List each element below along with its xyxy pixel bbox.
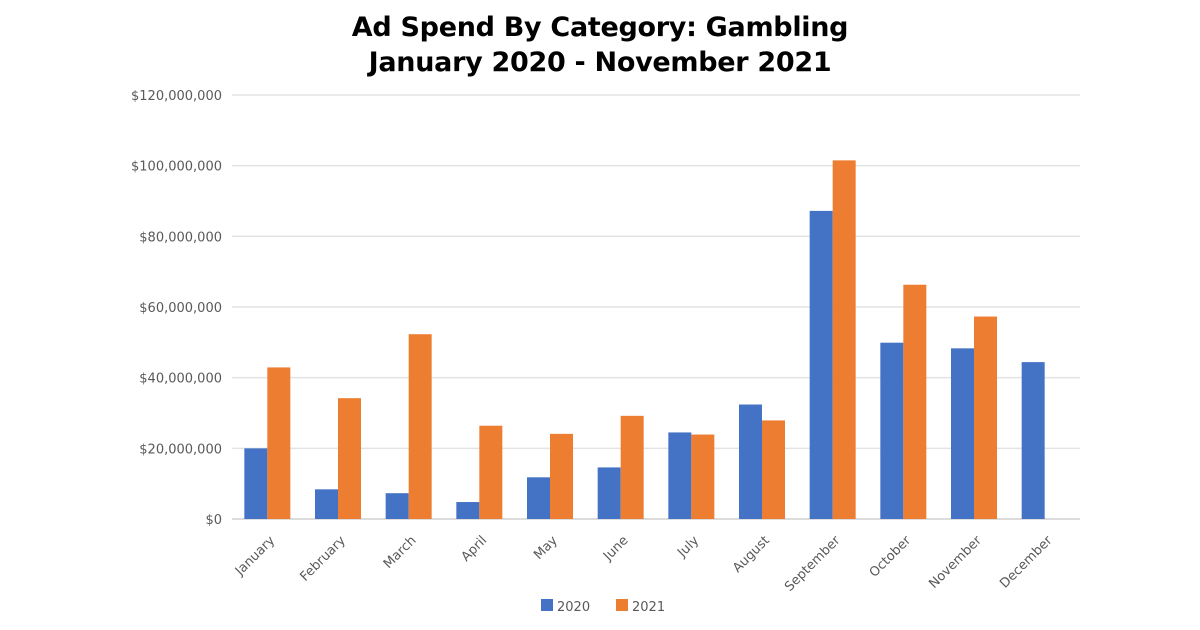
bar-2021-july xyxy=(691,434,715,519)
bar-2020-february xyxy=(315,489,338,519)
chart-title: Ad Spend By Category: Gambling xyxy=(351,12,849,43)
x-tick-label: January xyxy=(232,533,278,579)
legend-label-2021: 2021 xyxy=(632,600,665,615)
bar-2021-february xyxy=(338,398,361,519)
legend-swatch-2021 xyxy=(616,599,628,611)
bar-2020-march xyxy=(385,493,409,519)
bar-2020-april xyxy=(456,502,480,519)
bar-2020-november xyxy=(951,348,974,519)
y-tick-label: $0 xyxy=(205,513,222,528)
legend-label-2020: 2020 xyxy=(557,600,590,615)
x-tick-label: April xyxy=(459,533,491,565)
x-tick-label: December xyxy=(997,533,1056,592)
x-tick-label: February xyxy=(297,533,349,585)
y-tick-label: $100,000,000 xyxy=(131,160,222,175)
bar-2020-september xyxy=(809,210,833,520)
bar-2020-december xyxy=(1021,362,1045,519)
y-tick-label: $80,000,000 xyxy=(139,230,222,245)
y-tick-label: $120,000,000 xyxy=(131,89,222,104)
bar-2021-march xyxy=(408,334,432,519)
y-tick-label: $60,000,000 xyxy=(139,301,222,316)
bar-2021-august xyxy=(762,420,785,519)
x-tick-label: August xyxy=(730,533,773,576)
bar-2020-july xyxy=(668,432,692,519)
chart-subtitle: January 2020 - November 2021 xyxy=(368,47,832,78)
x-tick-label: September xyxy=(782,533,844,595)
x-tick-label: November xyxy=(926,533,985,592)
x-tick-label: May xyxy=(531,533,561,563)
bar-2020-may xyxy=(527,477,550,519)
x-tick-label: October xyxy=(867,533,915,581)
bar-2021-may xyxy=(550,433,573,519)
bar-2020-august xyxy=(739,404,762,519)
y-tick-label: $20,000,000 xyxy=(139,442,222,457)
bar-2021-november xyxy=(974,316,997,519)
bar-2021-october xyxy=(903,284,927,519)
bar-2020-october xyxy=(880,342,904,519)
bar-2021-september xyxy=(832,160,856,519)
x-tick-label: July xyxy=(674,533,702,561)
bar-2021-june xyxy=(620,415,644,519)
x-tick-label: June xyxy=(600,533,631,564)
bar-2021-january xyxy=(267,367,291,519)
bar-2021-april xyxy=(479,425,503,519)
bar-2020-june xyxy=(597,467,621,519)
x-tick-label: March xyxy=(381,533,420,572)
legend-swatch-2020 xyxy=(541,599,553,611)
y-tick-label: $40,000,000 xyxy=(139,372,222,387)
bar-2020-january xyxy=(244,448,268,519)
